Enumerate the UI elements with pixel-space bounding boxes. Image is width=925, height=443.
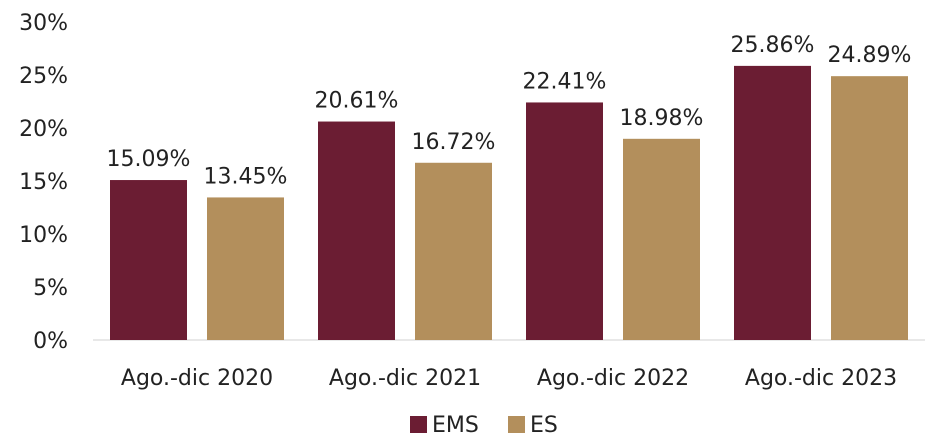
data-label: 18.98%: [620, 106, 704, 131]
y-tick-label: 10%: [19, 223, 68, 248]
y-tick-label: 30%: [19, 11, 68, 36]
bar-es-4: [831, 76, 908, 340]
bar-es-2: [415, 162, 492, 340]
x-tick-label: Ago.-dic 2021: [329, 366, 481, 391]
bar-es-1: [207, 197, 284, 340]
legend-swatch-ems: [410, 416, 427, 433]
data-label: 25.86%: [731, 33, 815, 58]
bar-ems-1: [110, 180, 187, 340]
bar-es-3: [623, 138, 700, 340]
bars: 15.09% 13.45% Ago.-dic 2020 20.61% 16.72% Ago…: [107, 33, 912, 391]
legend: EMS ES: [410, 413, 558, 438]
data-label: 22.41%: [523, 69, 607, 94]
data-label: 15.09%: [107, 147, 191, 172]
bar-ems-2: [318, 121, 395, 340]
bar-ems-4: [734, 65, 811, 340]
data-label: 24.89%: [828, 43, 912, 68]
legend-label-ems: EMS: [432, 413, 479, 438]
x-tick-label: Ago.-dic 2022: [537, 366, 689, 391]
data-label: 13.45%: [204, 164, 288, 189]
bar-ems-3: [526, 102, 603, 340]
x-tick-label: Ago.-dic 2020: [121, 366, 273, 391]
legend-swatch-es: [508, 416, 525, 433]
y-tick-label: 20%: [19, 117, 68, 142]
legend-label-es: ES: [530, 413, 558, 438]
data-label: 16.72%: [412, 130, 496, 155]
data-label: 20.61%: [315, 89, 399, 114]
x-tick-label: Ago.-dic 2023: [745, 366, 897, 391]
y-tick-label: 15%: [19, 170, 68, 195]
y-tick-label: 0%: [33, 329, 68, 354]
y-tick-label: 25%: [19, 64, 68, 89]
y-axis: 0% 5% 10% 15% 20% 25% 30%: [19, 11, 68, 354]
y-tick-label: 5%: [33, 276, 68, 301]
